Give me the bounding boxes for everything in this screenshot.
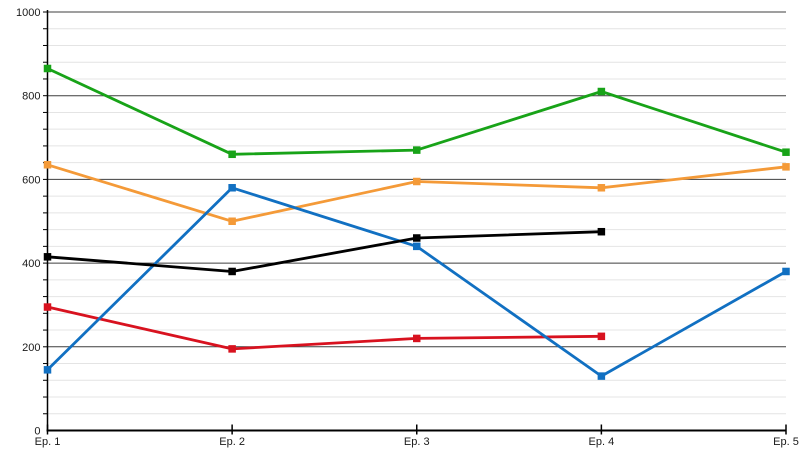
y-axis-label: 1000: [16, 7, 40, 19]
data-point-marker-red: [597, 332, 606, 341]
data-point-marker-black: [597, 227, 606, 236]
data-point-marker-orange: [782, 163, 790, 171]
series-blue: [43, 184, 790, 380]
data-point-marker-orange: [43, 161, 52, 169]
x-axis-label: Ep. 1: [35, 436, 61, 448]
x-axis-ticks: [46, 424, 787, 435]
data-point-marker-green: [782, 148, 790, 156]
y-axis-label: 0: [34, 426, 40, 438]
data-point-marker-black: [413, 234, 421, 242]
x-axis-labels: Ep. 1 Ep. 2 Ep. 3 Ep. 4 Ep. 5: [35, 436, 799, 448]
series-orange: [43, 161, 790, 225]
x-axis-label: Ep. 5: [773, 436, 799, 448]
data-point-marker-blue: [43, 366, 52, 374]
data-point-marker-green: [413, 146, 421, 154]
series-line-red: [47, 305, 602, 351]
data-point-marker-red: [413, 334, 421, 343]
data-point-marker-orange: [228, 217, 236, 225]
data-point-marker-orange: [597, 184, 606, 192]
data-point-marker-black: [43, 253, 52, 261]
y-axis-label: 600: [22, 174, 40, 186]
y-axis-labels: 0 200 400 600 800 1000: [16, 7, 40, 438]
data-point-marker-green: [43, 64, 52, 73]
data-point-marker-black: [228, 267, 236, 276]
data-point-marker-blue: [228, 184, 236, 192]
data-point-marker-red: [43, 303, 52, 311]
data-point-marker-green: [228, 150, 236, 159]
y-axis-label: 200: [22, 342, 40, 354]
data-point-marker-blue: [597, 372, 606, 380]
series-line-green: [46, 67, 787, 156]
y-minor-gridlines: [47, 28, 786, 415]
y-axis-label: 400: [22, 258, 40, 270]
y-axis-label: 800: [22, 91, 40, 103]
series-line-blue: [46, 186, 787, 378]
data-point-marker-orange: [413, 177, 421, 186]
data-point-marker-green: [597, 87, 606, 96]
x-axis-label: Ep. 2: [219, 436, 245, 448]
series-black: [43, 227, 606, 276]
y-axis-ticks: [43, 11, 48, 415]
x-axis-label: Ep. 4: [589, 436, 615, 448]
series-line-black: [47, 230, 602, 273]
x-axis-label: Ep. 3: [404, 436, 430, 448]
data-point-marker-blue: [413, 242, 421, 251]
series-green: [43, 64, 790, 159]
data-point-marker-red: [228, 345, 236, 353]
series-red: [43, 303, 606, 353]
data-point-marker-blue: [782, 267, 790, 276]
